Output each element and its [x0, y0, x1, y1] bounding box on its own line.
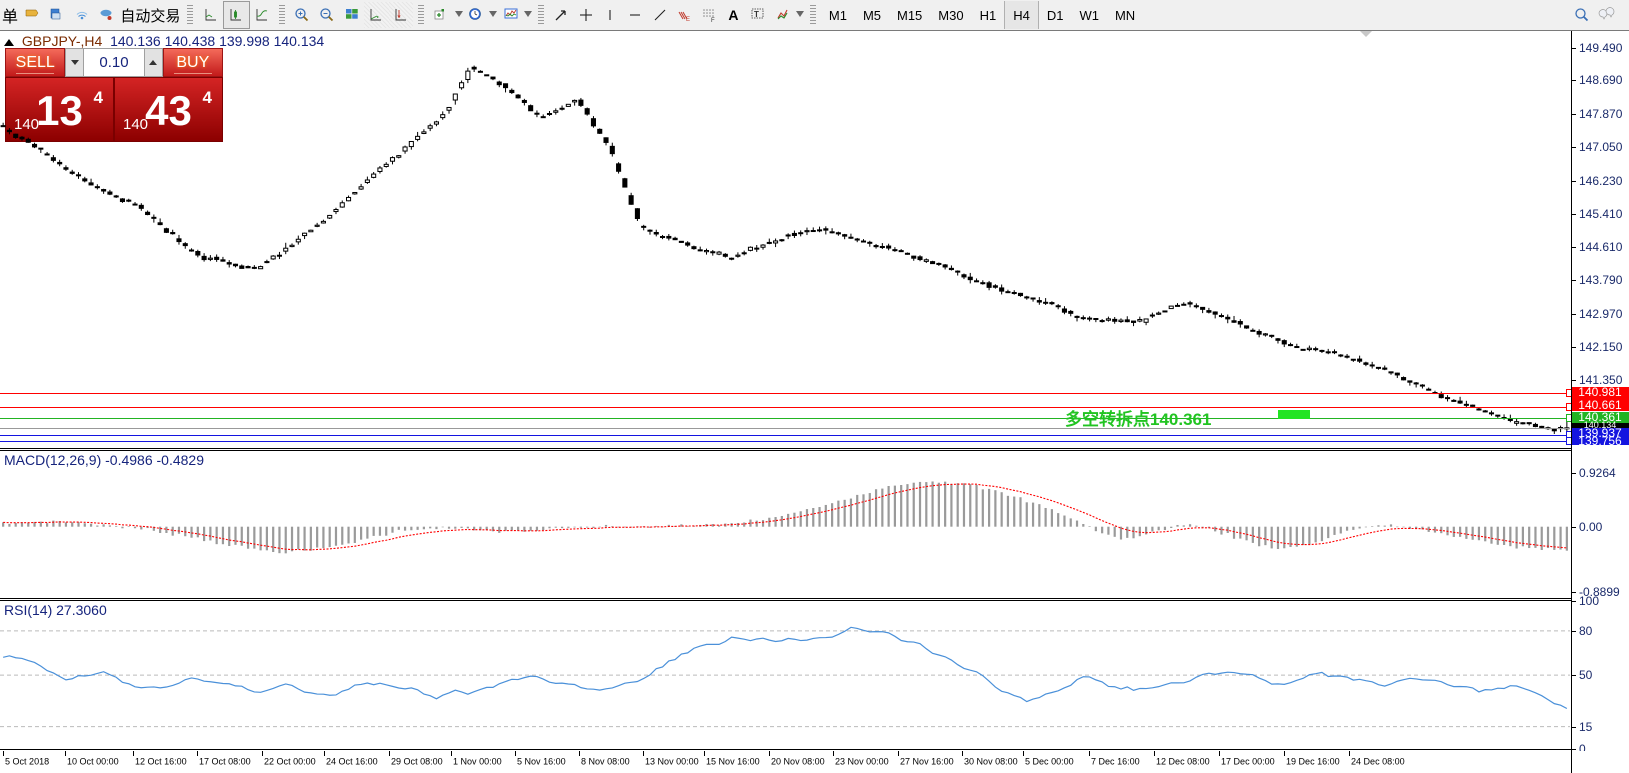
svg-text:F: F	[711, 18, 715, 23]
svg-text:E: E	[686, 17, 690, 23]
svg-text:T: T	[754, 10, 759, 19]
